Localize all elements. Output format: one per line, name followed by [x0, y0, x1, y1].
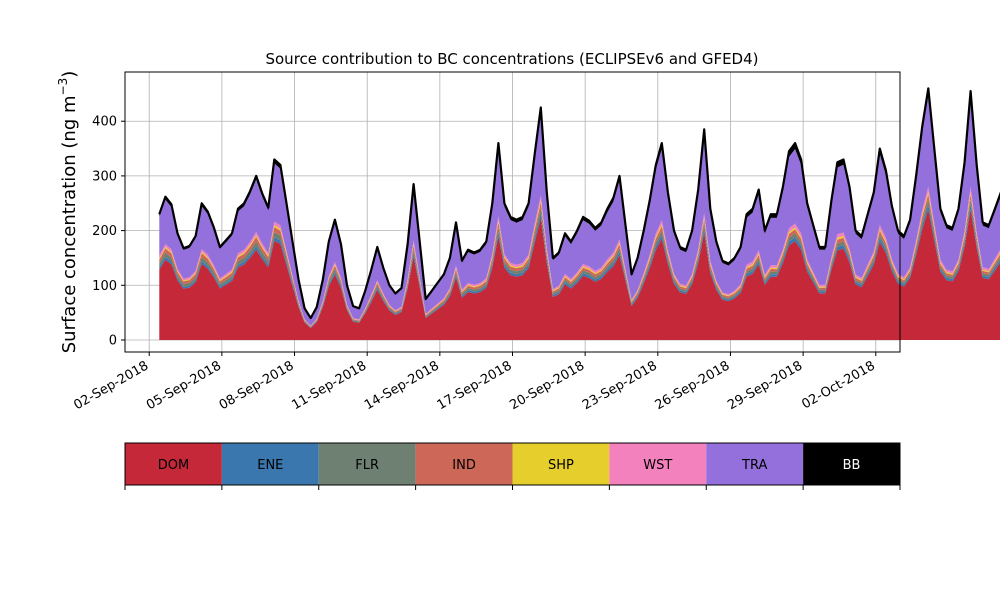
legend-swatch-flr	[318, 443, 416, 485]
legend-swatch-shp	[512, 443, 610, 485]
area-ind	[159, 194, 1000, 327]
legend-label-wst: WST	[643, 458, 672, 473]
y-tick-label: 100	[92, 279, 117, 294]
chart-title: Source contribution to BC concentrations…	[265, 50, 758, 68]
x-tick-label: 02-Oct-2018	[799, 358, 877, 412]
legend-swatch-dom	[125, 443, 222, 485]
x-tick-label: 05-Sep-2018	[144, 358, 224, 413]
x-tick-label: 26-Sep-2018	[653, 358, 733, 413]
x-tick-label: 17-Sep-2018	[435, 358, 515, 413]
y-axis-label-sup: −3	[56, 78, 70, 96]
x-tick-label: 20-Sep-2018	[507, 358, 587, 413]
legend-label-tra: TRA	[741, 458, 767, 473]
x-tick-label: 23-Sep-2018	[580, 358, 660, 413]
area-dom	[159, 209, 1000, 340]
legend-swatch-tra	[706, 443, 804, 485]
legend-label-flr: FLR	[355, 458, 379, 473]
total-outline	[158, 87, 1000, 320]
legend-swatch-wst	[609, 443, 707, 485]
x-tick-label: 02-Sep-2018	[71, 358, 151, 413]
legend-label-dom: DOM	[158, 458, 189, 473]
stacked-areas	[158, 87, 1000, 340]
y-tick-label: 400	[92, 115, 117, 130]
legend-label-ind: IND	[452, 458, 476, 473]
x-tick-label: 11-Sep-2018	[289, 358, 369, 413]
x-tick-label: 29-Sep-2018	[725, 358, 805, 413]
y-tick-label: 300	[92, 169, 117, 184]
legend-colorbar: DOM ENE FLR IND SHP WST TRA BB	[124, 442, 901, 490]
y-tick-label: 200	[92, 224, 117, 239]
legend-label-bb: BB	[843, 458, 861, 473]
legend-label-shp: SHP	[548, 458, 574, 473]
y-axis-label-tail: )	[59, 71, 80, 78]
y-axis-label: Surface concentration (ng m−3)	[56, 71, 80, 354]
area-tra	[159, 95, 1000, 326]
y-axis-label-main: Surface concentration (ng m	[59, 95, 80, 353]
x-tick-label: 08-Sep-2018	[217, 358, 297, 413]
x-axis-ticks: 02-Sep-201805-Sep-201808-Sep-201811-Sep-…	[71, 352, 878, 413]
legend-swatch-ene	[221, 443, 319, 485]
area-wst	[159, 186, 1000, 327]
y-axis-ticks: 0 100 200 300 400	[92, 115, 125, 348]
area-flr	[159, 199, 1000, 328]
legend-label-ene: ENE	[257, 458, 283, 473]
plot-area: 0 100 200 300 400 02-Sep-201805-Sep-201808-S…	[71, 71, 1000, 413]
y-tick-label: 0	[109, 333, 117, 348]
legend-swatch-ind	[415, 443, 513, 485]
legend-swatch-bb	[803, 443, 900, 485]
area-ene	[159, 204, 1000, 328]
area-shp	[159, 191, 1000, 327]
x-tick-label: 14-Sep-2018	[362, 358, 442, 413]
